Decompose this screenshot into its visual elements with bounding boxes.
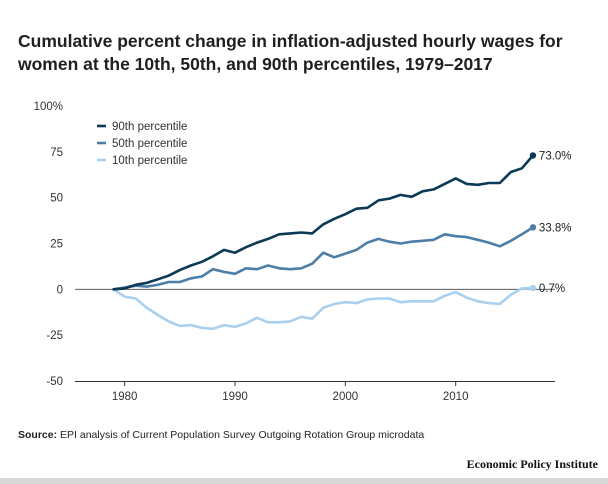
legend: 90th percentile 50th percentile 10th perce… xyxy=(97,121,187,167)
legend-label: 90th percentile xyxy=(112,121,187,133)
legend-label: 10th percentile xyxy=(112,155,187,167)
y-tick-label: 25 xyxy=(50,239,63,251)
series-line xyxy=(112,226,535,291)
y-tick-label: -25 xyxy=(46,330,63,342)
y-tick-label: 100% xyxy=(34,101,63,113)
series-group: 0.7% 33.8% 73.0% xyxy=(112,151,572,331)
series-end-marker xyxy=(529,284,537,292)
legend-label: 50th percentile xyxy=(112,138,187,150)
series-line xyxy=(112,286,535,331)
series-end-marker xyxy=(529,224,537,231)
x-tick-label: 1980 xyxy=(112,391,138,403)
y-tick-label: 50 xyxy=(50,193,63,205)
y-tick-label: 75 xyxy=(50,147,63,159)
source-text: EPI analysis of Current Population Surve… xyxy=(57,429,425,441)
bottom-rule xyxy=(0,478,608,484)
series-end-label: 73.0% xyxy=(539,151,572,163)
x-axis: 1980 1990 2000 2010 xyxy=(75,381,555,403)
brand-logo-text: Economic Policy Institute xyxy=(466,457,598,471)
series-end-label: 33.8% xyxy=(539,222,572,234)
x-tick-label: 2010 xyxy=(443,391,469,403)
y-axis: -50 -25 0 25 50 75 100% xyxy=(34,101,63,388)
source-label: Source: xyxy=(18,429,58,441)
series-line xyxy=(112,154,535,291)
series-end-label: 0.7% xyxy=(539,283,565,295)
y-tick-label: 0 xyxy=(57,284,63,296)
source-note: Source: EPI analysis of Current Populati… xyxy=(18,429,424,441)
x-tick-label: 2000 xyxy=(333,391,359,403)
y-tick-label: -50 xyxy=(46,376,63,388)
x-tick-label: 1990 xyxy=(222,391,248,403)
series-end-marker xyxy=(529,152,537,159)
chart-title: Cumulative percent change in inflation-a… xyxy=(18,31,563,74)
